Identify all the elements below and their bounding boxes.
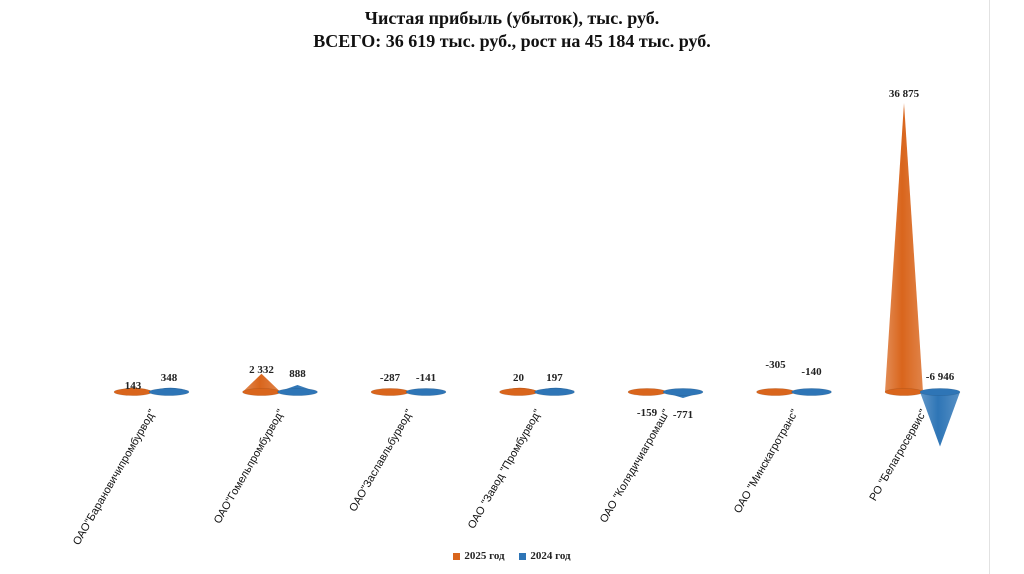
category-label-1: ОАО"Гомельпромбурвод"	[212, 407, 287, 525]
cone-mark-s1-c0	[148, 387, 190, 396]
cone-mark-s0-c1	[242, 373, 281, 396]
chart-title-line-1: Чистая прибыль (убыток), тыс. руб.	[364, 8, 660, 28]
data-label-s1-c6: -6 946	[926, 371, 955, 383]
category-label-0: ОАО"Барановичипромбурвод"	[71, 407, 159, 547]
data-label-s0-c1: 2 332	[249, 364, 274, 376]
category-label-3: ОАО "Завод "Промбурвод"	[466, 407, 544, 531]
legend-swatch-2024	[519, 552, 527, 560]
data-label-s0-c5: -305	[765, 359, 786, 371]
category-label-5: ОАО "Минскагротранс"	[732, 407, 801, 515]
data-label-s1-c0: 348	[161, 372, 178, 384]
cone-mark-s1-c5	[791, 388, 832, 396]
cone-mark-s0-c2	[370, 388, 410, 396]
data-label-s1-c1: 888	[289, 368, 306, 380]
cone-mark-s1-c4	[662, 388, 704, 399]
data-label-s0-c0: 143	[125, 380, 142, 392]
legend-item-2025: 2025 год	[453, 550, 505, 562]
data-label-s0-c4: -159	[637, 407, 658, 419]
chart-title: Чистая прибыль (убыток), тыс. руб. ВСЕГО…	[0, 7, 1024, 53]
category-label-4: ОАО "Колядичиагромаш"	[598, 407, 673, 525]
cone-mark-s0-c4	[627, 388, 667, 396]
data-label-s0-c6: 36 875	[889, 88, 920, 100]
cone-mark-s1-c2	[405, 388, 447, 396]
slide-edge-line	[989, 0, 990, 574]
cone-mark-s0-c5	[756, 388, 795, 396]
chart-title-line-2: ВСЕГО: 36 619 тыс. руб., рост на 45 184 …	[313, 31, 711, 51]
cone-mark-s1-c3	[534, 387, 575, 396]
data-label-s1-c3: 197	[546, 372, 563, 384]
cone-mark-s1-c6	[919, 388, 961, 447]
legend-label-2025: 2025 год	[464, 550, 505, 562]
legend-item-2024: 2024 год	[519, 550, 571, 562]
cone-mark-s1-c1	[277, 385, 318, 396]
legend-swatch-2025	[453, 552, 461, 560]
cone-mark-s0-c0	[113, 387, 153, 396]
chart-legend: 2025 год 2024 год	[0, 550, 1024, 563]
legend-label-2024: 2024 год	[530, 550, 571, 562]
data-label-s1-c5: -140	[801, 366, 822, 378]
data-label-s0-c2: -287	[380, 372, 401, 384]
data-label-s1-c4: -771	[673, 409, 693, 421]
data-label-s0-c3: 20	[513, 372, 525, 384]
category-label-6: РО "Белагросервис"	[867, 407, 929, 503]
data-label-s1-c2: -141	[416, 372, 436, 384]
category-label-2: ОАО"Заславльбурвод"	[347, 407, 415, 513]
cone-mark-s0-c6	[884, 103, 924, 396]
cone-mark-s0-c3	[499, 387, 538, 396]
